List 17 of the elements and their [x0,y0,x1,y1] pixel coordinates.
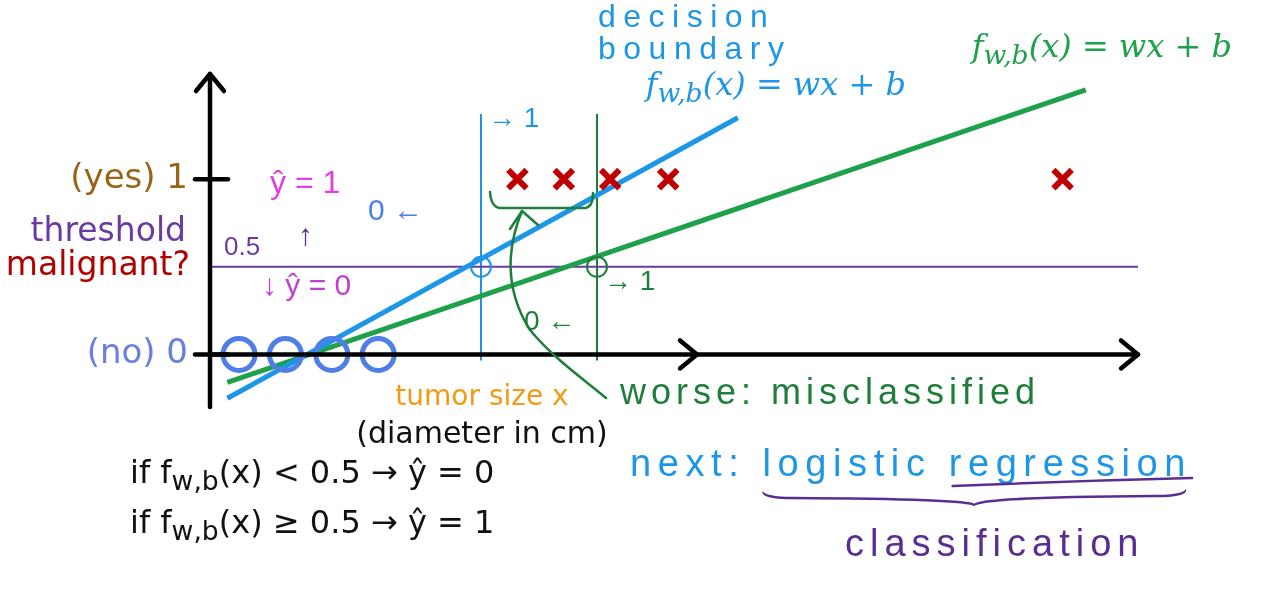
annotation: worse: misclassified [620,371,1041,412]
series-label: f$_{w,b}$(x) = wx + b [971,27,1232,71]
annotation: ↓ ŷ = 0 [262,268,352,301]
annotation: ŷ = 1 [270,164,341,201]
text: if f$_{w,b}$(x) < 0.5 → ŷ = 0 [130,453,495,497]
annotation: ↑ [298,218,313,251]
y-tick-label: (yes) 1 [70,155,188,196]
ref-line-label: 0.5 [224,230,261,261]
text: next: logistic regression [630,442,1193,485]
annotation: 0 ← [368,193,424,226]
annotation: → 1 [488,102,540,134]
y-tick-label: (no) 0 [86,331,188,372]
series-label: f$_{w,b}$(x) = wx + b [645,65,906,109]
annotation: → 1 [604,265,656,297]
text: classification [845,522,1145,565]
text: if f$_{w,b}$(x) ≥ 0.5 → ŷ = 1 [130,503,495,547]
x-axis-title: tumor size x (diameter in cm) [356,378,608,451]
